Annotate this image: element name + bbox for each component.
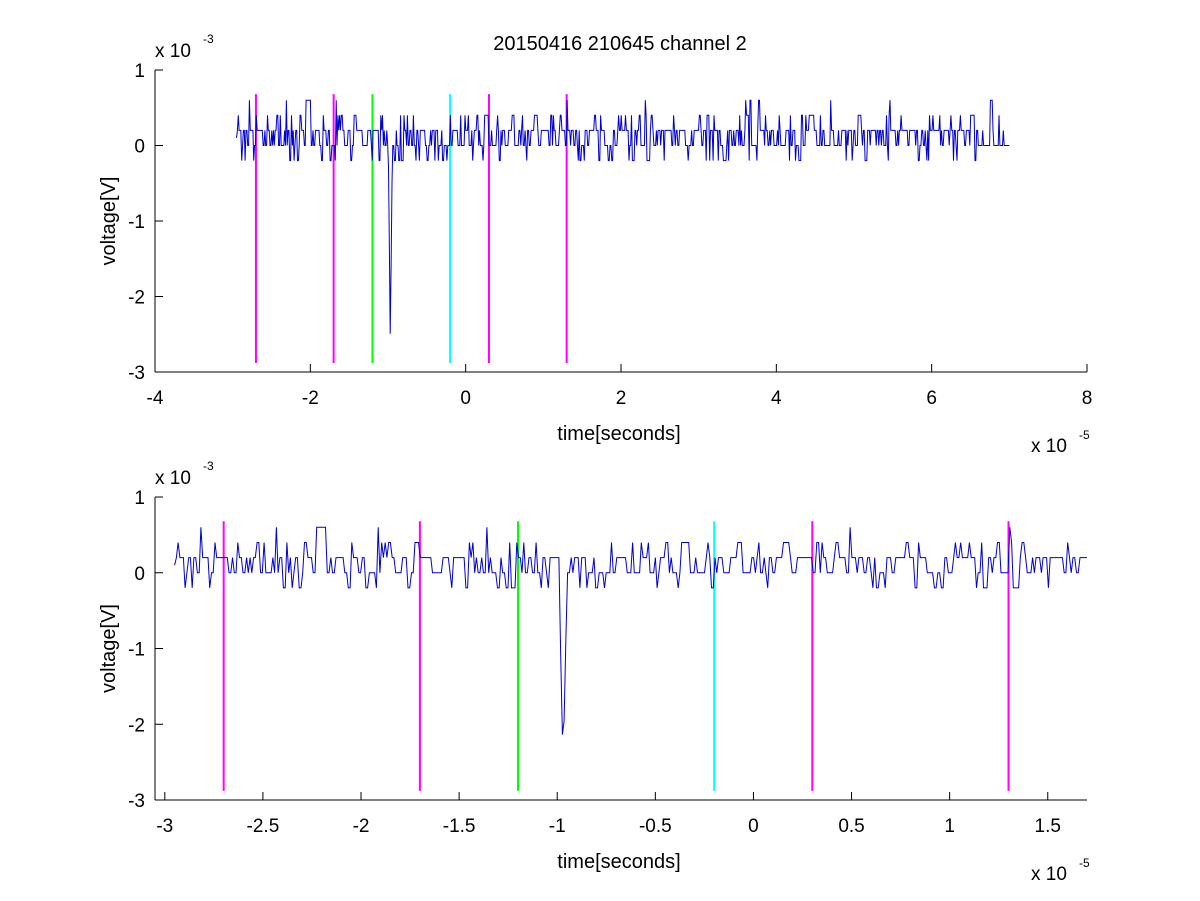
x-tick-label: -4 (147, 388, 164, 409)
x-tick-label: 1.5 (1035, 816, 1061, 837)
x-tick-label: 8 (1082, 388, 1093, 409)
y-axis-label: voltage[V] (98, 177, 120, 266)
x-tick-label: 4 (771, 388, 782, 409)
signal-series-line (174, 526, 1087, 735)
x-tick-label: -1 (549, 816, 566, 837)
x-tick-label: -2.5 (247, 816, 280, 837)
x-tick-label: 0.5 (838, 816, 864, 837)
x-tick-label: 0 (460, 388, 471, 409)
x-scale-multiplier: x 10 (1031, 436, 1067, 457)
x-tick-label: -3 (156, 816, 173, 837)
x-tick-label: 1 (944, 816, 955, 837)
y-tick-label: 0 (134, 137, 145, 158)
signal-series-line (236, 99, 1010, 334)
figure-title: 20150416 210645 channel 2 (493, 33, 747, 55)
y-tick-label: 0 (134, 564, 145, 585)
y-tick-label: -2 (128, 288, 145, 309)
y-tick-label: 1 (134, 61, 145, 82)
x-tick-label: -2 (302, 388, 319, 409)
y-scale-multiplier: x 10 (155, 41, 191, 62)
x-axis-label: time[seconds] (557, 851, 680, 873)
y-tick-label: -1 (128, 640, 145, 661)
x-tick-label: 2 (616, 388, 627, 409)
x-tick-label: 0 (748, 816, 759, 837)
bottom-plot: -3 -2.5 -2 -1.5 -1 -0.5 0 0.5 1 1.5 -3 -2 -1 0 1 time[s… (98, 459, 1090, 885)
top-plot: -4 -2 0 2 4 6 8 -3 -2 -1 0 1 time[seconds] voltage[V]… (98, 32, 1092, 457)
x-scale-multiplier: x 10 (1031, 864, 1067, 885)
y-tick-label: -1 (128, 212, 145, 233)
x-axis-label: time[seconds] (557, 423, 680, 445)
y-tick-label: -3 (128, 363, 145, 384)
x-tick-label: -2 (353, 816, 370, 837)
y-tick-label: -2 (128, 715, 145, 736)
x-tick-label: 6 (926, 388, 937, 409)
y-scale-exponent: -3 (203, 32, 214, 46)
x-scale-exponent: -5 (1079, 856, 1090, 870)
y-scale-exponent: -3 (203, 459, 214, 473)
x-tick-label: -0.5 (639, 816, 672, 837)
x-tick-label: -1.5 (443, 816, 476, 837)
y-axis-label: voltage[V] (98, 604, 120, 693)
y-tick-label: 1 (134, 488, 145, 509)
x-scale-exponent: -5 (1079, 428, 1090, 442)
y-scale-multiplier: x 10 (155, 468, 191, 489)
y-tick-label: -3 (128, 791, 145, 812)
